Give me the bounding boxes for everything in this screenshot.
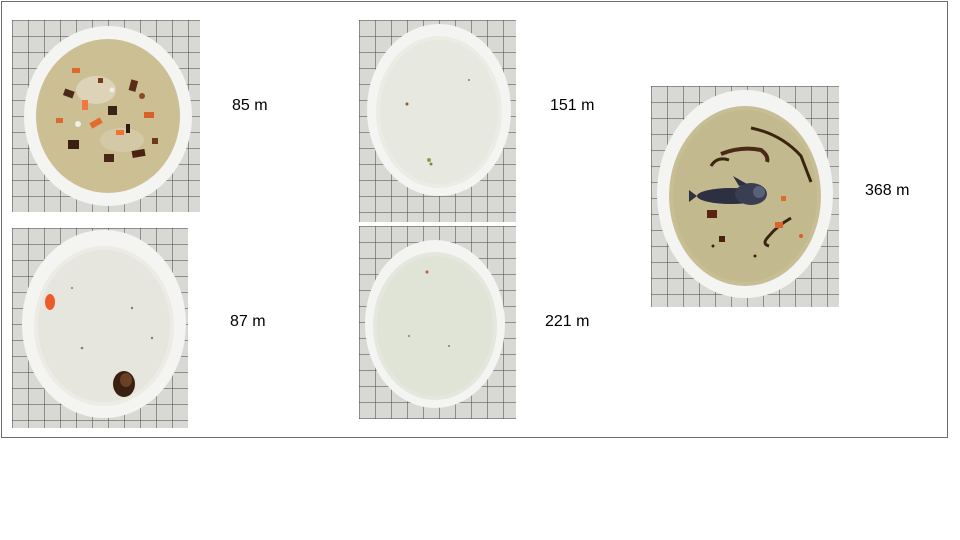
figure-frame: 85 m 87 m 151 m — [1, 1, 948, 438]
depth-label-221m: 221 m — [545, 313, 590, 330]
filter-image-85m — [24, 26, 192, 206]
filter-image-87m — [22, 230, 186, 418]
depth-label-85m: 85 m — [232, 97, 268, 114]
filter-image-368m — [657, 90, 833, 298]
filter-image-151m — [367, 24, 511, 196]
filter-photo-368m — [651, 86, 839, 307]
filter-photo-87m — [12, 228, 188, 428]
filter-photo-221m — [359, 226, 516, 419]
depth-label-87m: 87 m — [230, 313, 266, 330]
filter-photo-151m — [359, 20, 516, 222]
depth-label-368m: 368 m — [865, 182, 910, 199]
filter-image-221m — [365, 240, 505, 408]
depth-label-151m: 151 m — [550, 97, 595, 114]
filter-photo-85m — [12, 20, 200, 212]
